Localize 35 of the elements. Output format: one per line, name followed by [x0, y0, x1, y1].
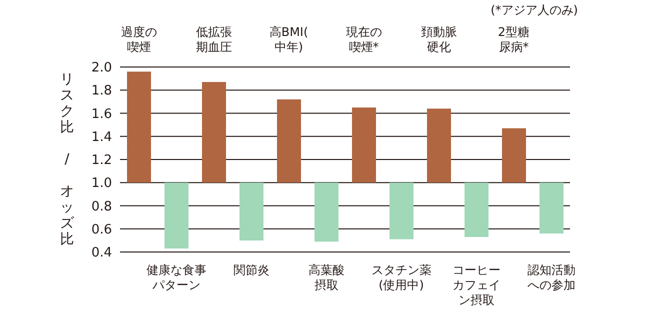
bar — [352, 107, 376, 183]
y-tick-label: 1.4 — [91, 130, 112, 145]
y-tick-label: 1.8 — [91, 84, 112, 99]
x-tick-label: 頚動脈硬化 — [420, 25, 457, 54]
x-tick-label: 2型糖尿病* — [498, 25, 530, 54]
bar — [240, 182, 264, 240]
y-tick-label: 1.6 — [91, 106, 112, 122]
y-tick-label: 1.0 — [91, 176, 112, 192]
bar — [277, 99, 301, 183]
y-tick-label: 0.4 — [91, 246, 112, 261]
y-tick-label: 1.2 — [91, 153, 112, 168]
x-tick-label: 高葉酸摂取 — [308, 263, 344, 292]
x-tick-label: 認知活動への参加 — [527, 263, 576, 292]
x-tick-label: コーヒーカフェイン摂取 — [452, 263, 500, 307]
bar — [427, 108, 451, 183]
x-tick-label: スタチン薬(使用中) — [371, 263, 432, 292]
text: リスク比 / オッズ比 — [60, 71, 74, 248]
x-tick-label: 関節炎 — [233, 263, 270, 277]
bar — [164, 182, 188, 249]
bar — [202, 82, 226, 183]
bar — [314, 182, 338, 242]
bar — [127, 72, 151, 183]
text: (*アジア人のみ) — [490, 2, 578, 19]
y-tick-label: 0.8 — [91, 199, 112, 214]
x-tick-label: 健康な食事パターン — [146, 263, 206, 292]
bar — [540, 182, 564, 234]
y-tick-label: 2.0 — [91, 60, 112, 76]
bar — [464, 182, 488, 237]
bar — [502, 128, 526, 183]
x-tick-label: 高BMI(中年) — [269, 25, 308, 54]
x-tick-label: 現在の喫煙* — [346, 25, 382, 54]
x-tick-label: 低拡張期血圧 — [196, 25, 232, 54]
y-tick-label: 0.6 — [91, 222, 112, 238]
x-tick-label: 過度の喫煙 — [120, 25, 157, 54]
bar — [390, 182, 414, 240]
